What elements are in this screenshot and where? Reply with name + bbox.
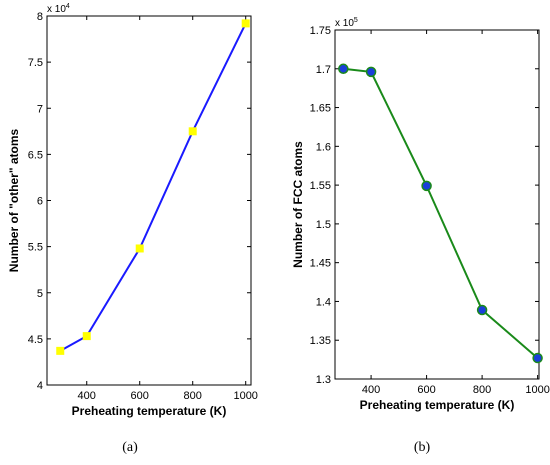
data-point [135, 244, 144, 253]
y-tick-label: 8 [37, 11, 43, 23]
plot-frame-b [334, 29, 540, 380]
caption-b: (b) [414, 440, 431, 455]
y-tick-label: 1.75 [310, 25, 331, 37]
y-tick-label: 1.55 [310, 180, 331, 192]
series-markers-a [56, 19, 250, 355]
y-multiplier-b: x 105 [335, 17, 358, 29]
data-point [188, 127, 197, 136]
y-tick-label: 5 [37, 288, 43, 300]
panel-b: 400 600 800 1000 1.3 1.35 1.4 1.45 1.5 1.55 1.6 1.6… [291, 17, 550, 455]
y-tick-label: 6 [37, 196, 43, 208]
y-axis-label-a: Number of "other" atoms [7, 128, 21, 272]
y-tick-label: 1.5 [316, 219, 331, 231]
x-tick-label: 1000 [525, 384, 549, 396]
y-tick-label: 4 [37, 380, 43, 392]
y-tick-label: 5.5 [28, 242, 43, 254]
y-axis-label-b: Number of FCC atoms [291, 141, 305, 268]
data-point [241, 19, 250, 28]
data-point [365, 66, 377, 78]
x-tick-label: 600 [131, 390, 149, 402]
y-multiplier-a: x 104 [47, 3, 70, 15]
y-tick-label: 1.3 [316, 374, 331, 386]
y-tick-label: 4.5 [28, 334, 43, 346]
caption-a: (a) [122, 440, 138, 455]
axis-ticks-a: 400 600 800 1000 4 4.5 5 5.5 6 6.5 7 7.5 8 [28, 11, 258, 402]
y-tick-label: 1.65 [310, 103, 331, 115]
data-point [476, 304, 488, 316]
series-line-a [59, 22, 247, 352]
series-markers-b [338, 63, 543, 364]
y-tick-label: 7.5 [28, 57, 43, 69]
y-tick-label: 7 [37, 103, 43, 115]
x-tick-label: 400 [362, 384, 380, 396]
data-point [56, 346, 65, 355]
x-tick-label: 1000 [233, 390, 257, 402]
x-axis-label-b: Preheating temperature (K) [360, 398, 515, 412]
x-axis-label-a: Preheating temperature (K) [72, 404, 227, 418]
x-tick-label: 800 [184, 390, 202, 402]
y-tick-label: 1.6 [316, 141, 331, 153]
data-point [338, 63, 349, 75]
x-tick-label: 600 [417, 384, 435, 396]
y-tick-label: 1.35 [310, 335, 331, 347]
data-point [421, 180, 432, 192]
y-tick-label: 6.5 [28, 149, 43, 161]
panel-a: 400 600 800 1000 4 4.5 5 5.5 6 6.5 7 7.5 8 x 104 Pre… [7, 3, 258, 455]
series-line-b [343, 67, 539, 359]
x-tick-label: 400 [78, 390, 96, 402]
y-tick-label: 1.4 [316, 296, 331, 308]
axis-ticks-b: 400 600 800 1000 1.3 1.35 1.4 1.45 1.5 1.55 1.6 1.6… [310, 25, 550, 396]
data-point [82, 332, 91, 341]
data-point [532, 352, 543, 364]
y-tick-label: 1.45 [310, 258, 331, 270]
plot-frame-a [46, 15, 252, 386]
y-tick-label: 1.7 [316, 64, 331, 76]
x-tick-label: 800 [473, 384, 491, 396]
